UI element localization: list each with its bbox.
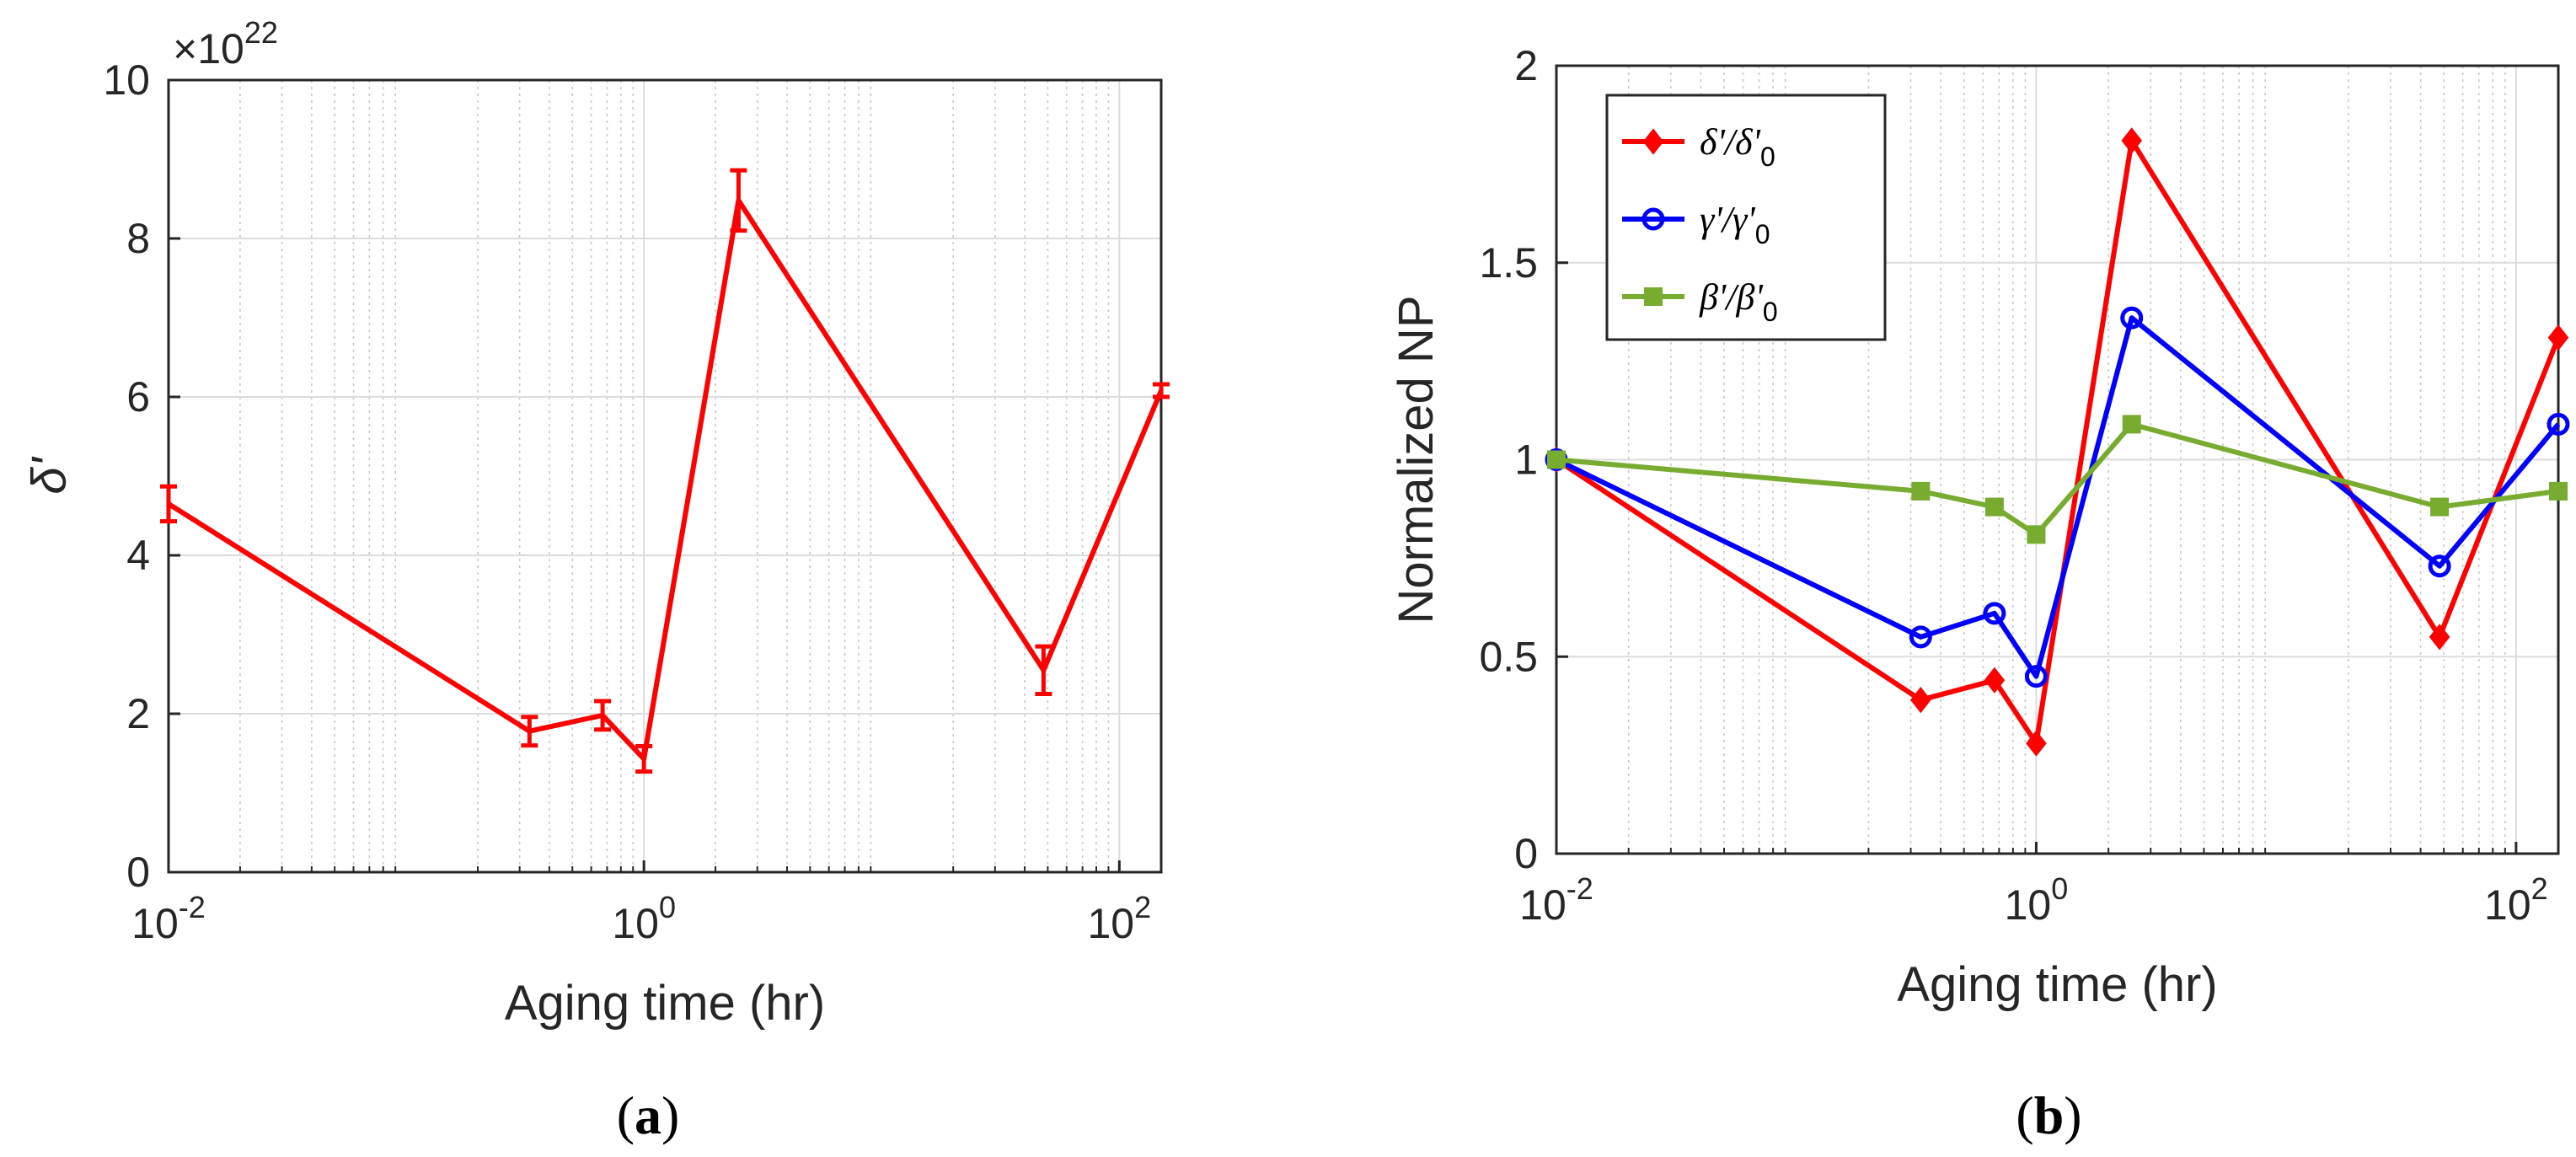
panel-label-open: (	[617, 1085, 635, 1145]
legend-label-subscript: 0	[1763, 297, 1778, 327]
data-point-circle	[2547, 412, 2570, 436]
data-point-diamond	[2429, 624, 2450, 651]
x-tick-label: 102	[1087, 890, 1151, 947]
series-0	[160, 168, 1170, 774]
data-point-circle	[2024, 665, 2048, 688]
legend-label: β'/β'0	[1699, 276, 1778, 327]
data-point-square	[2122, 415, 2141, 434]
legend-label-subscript: 0	[1755, 219, 1770, 249]
data-point-square	[1547, 450, 1566, 469]
x-tick-label: 10-2	[1519, 871, 1593, 929]
y-tick-label: 2	[126, 690, 150, 737]
y-tick-label: 4	[126, 532, 150, 579]
x-tick-exponent: 0	[659, 890, 676, 924]
data-point-circle	[2428, 554, 2451, 578]
x-tick-exponent: 2	[2531, 871, 2548, 906]
x-tick-exponent: 2	[1134, 890, 1151, 924]
legend-marker-diamond	[1642, 128, 1664, 155]
panel-label: (b)	[2016, 1085, 2081, 1145]
y-tick-label: 10	[103, 56, 150, 104]
panel-label-close: )	[2064, 1085, 2081, 1145]
x-tick-exponent: -2	[179, 890, 206, 924]
legend: δ'/δ'0γ'/γ'0β'/β'0	[1605, 94, 1887, 341]
legend-marker-circle	[1641, 207, 1665, 231]
y-tick-label: 8	[126, 215, 150, 262]
legend-label-main: β'/β'	[1699, 276, 1764, 318]
y-axis-label: Normalized NP	[1389, 296, 1443, 624]
x-tick-exponent: 0	[2051, 871, 2068, 906]
x-tick-base: 10	[1519, 881, 1566, 929]
data-point-square	[2430, 497, 2450, 517]
y-tick-label: 6	[126, 373, 150, 420]
x-tick-label: 10-2	[131, 890, 206, 947]
legend-label-main: δ'/δ'	[1700, 121, 1762, 163]
panel-label-letter: a	[635, 1085, 661, 1145]
legend-label-subscript: 0	[1760, 142, 1775, 172]
y-tick-label: 0	[126, 849, 150, 896]
data-point-square	[2027, 525, 2046, 544]
data-point-diamond	[1984, 667, 2006, 694]
x-tick-base: 10	[612, 900, 659, 947]
x-axis-label: Aging time (hr)	[1897, 957, 2217, 1012]
x-tick-base: 10	[1087, 900, 1134, 947]
data-point-square	[1984, 497, 2004, 517]
x-tick-label: 102	[2484, 871, 2548, 929]
data-point-diamond	[2026, 730, 2047, 757]
x-tick-base: 10	[2484, 881, 2531, 929]
series-line	[1555, 315, 2561, 679]
y-tick-label: 1.5	[1479, 239, 1538, 287]
y-tick-label: 2	[1514, 42, 1538, 89]
y-tick-label: 0.5	[1479, 633, 1538, 680]
y-tick-label: 1	[1514, 437, 1538, 484]
panel-label-letter: b	[2034, 1085, 2065, 1145]
panel-label-open: (	[2016, 1085, 2033, 1145]
axes-box	[167, 78, 1163, 874]
x-tick-label: 100	[2005, 871, 2069, 929]
x-tick-exponent: -2	[1566, 871, 1593, 906]
data-point-diamond	[2121, 127, 2143, 154]
x-axis-label: Aging time (hr)	[505, 976, 825, 1031]
data-point-diamond	[1910, 687, 1931, 714]
y-tick-label: 0	[1514, 830, 1538, 877]
plot-area	[169, 80, 1161, 872]
legend-label: δ'/δ'0	[1700, 121, 1775, 172]
y-multiplier: ×1022	[173, 15, 278, 72]
data-point-circle	[1983, 602, 2006, 625]
data-point-circle	[1909, 625, 1932, 649]
x-tick-base: 10	[2005, 881, 2052, 929]
data-point-diamond	[2547, 324, 2569, 351]
data-point-square	[1911, 481, 1931, 501]
panel-label-close: )	[661, 1085, 679, 1145]
y-multiplier-exponent: 22	[244, 15, 278, 50]
legend-label: γ'/γ'0	[1700, 199, 1770, 249]
legend-marker-square	[1644, 287, 1663, 306]
series-2	[1547, 415, 2568, 544]
panel-label: (a)	[617, 1085, 680, 1145]
y-multiplier-base: ×10	[173, 25, 244, 72]
y-axis-label: δ'	[22, 456, 77, 494]
x-tick-base: 10	[131, 900, 179, 947]
legend-label-main: γ'/γ'	[1700, 199, 1756, 240]
x-tick-label: 100	[612, 890, 676, 947]
data-point-circle	[2120, 306, 2144, 329]
data-point-square	[2549, 481, 2568, 501]
